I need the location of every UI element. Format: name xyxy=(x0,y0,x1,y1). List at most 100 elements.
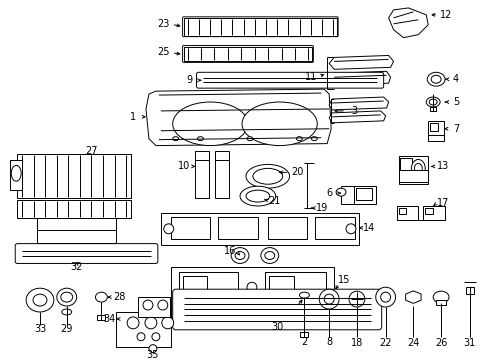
Polygon shape xyxy=(146,89,331,145)
Ellipse shape xyxy=(296,137,302,141)
Bar xyxy=(430,107,436,111)
Ellipse shape xyxy=(152,333,160,341)
Bar xyxy=(436,300,446,305)
Bar xyxy=(184,18,337,36)
Bar xyxy=(400,158,413,170)
Ellipse shape xyxy=(253,168,283,184)
Ellipse shape xyxy=(172,102,248,145)
Ellipse shape xyxy=(426,97,440,107)
Bar xyxy=(171,267,334,317)
Ellipse shape xyxy=(336,188,346,196)
Text: 14: 14 xyxy=(363,223,375,233)
Ellipse shape xyxy=(412,159,425,177)
Ellipse shape xyxy=(231,248,249,264)
Ellipse shape xyxy=(26,288,54,312)
Bar xyxy=(398,157,428,184)
Ellipse shape xyxy=(427,72,445,86)
Bar xyxy=(398,208,406,214)
Bar xyxy=(356,188,372,200)
Ellipse shape xyxy=(319,289,339,309)
Bar xyxy=(269,276,294,292)
Polygon shape xyxy=(329,55,393,69)
Text: 12: 12 xyxy=(440,10,452,20)
Text: 21: 21 xyxy=(269,196,281,206)
Polygon shape xyxy=(329,71,391,85)
Ellipse shape xyxy=(429,99,437,105)
Ellipse shape xyxy=(248,295,256,303)
Text: 11: 11 xyxy=(305,72,318,82)
Text: 27: 27 xyxy=(85,145,98,156)
Bar xyxy=(269,293,294,305)
Bar xyxy=(183,276,207,292)
Ellipse shape xyxy=(247,282,257,292)
Bar xyxy=(179,273,238,312)
Ellipse shape xyxy=(324,294,334,304)
Bar xyxy=(430,123,438,131)
Bar xyxy=(17,153,131,198)
FancyBboxPatch shape xyxy=(196,72,384,88)
Ellipse shape xyxy=(172,137,179,141)
Text: 16: 16 xyxy=(224,246,236,256)
Ellipse shape xyxy=(431,75,441,83)
Bar xyxy=(396,206,418,220)
Text: 31: 31 xyxy=(464,338,476,348)
Ellipse shape xyxy=(265,252,275,260)
Bar xyxy=(398,170,428,182)
Text: 32: 32 xyxy=(71,262,83,273)
Ellipse shape xyxy=(433,291,449,303)
Ellipse shape xyxy=(376,287,395,307)
Ellipse shape xyxy=(11,165,21,181)
Text: 25: 25 xyxy=(158,48,170,58)
Ellipse shape xyxy=(149,345,157,352)
Bar xyxy=(10,161,22,190)
Text: 15: 15 xyxy=(338,275,350,285)
Polygon shape xyxy=(406,291,421,303)
Ellipse shape xyxy=(311,137,318,141)
Ellipse shape xyxy=(415,163,422,173)
Ellipse shape xyxy=(261,248,279,264)
Ellipse shape xyxy=(162,317,173,329)
Ellipse shape xyxy=(143,300,153,310)
Bar xyxy=(341,186,376,204)
Ellipse shape xyxy=(158,300,168,310)
Text: 3: 3 xyxy=(351,106,357,116)
Polygon shape xyxy=(329,97,389,110)
Bar xyxy=(218,217,258,239)
Text: 5: 5 xyxy=(453,97,459,107)
Text: 33: 33 xyxy=(34,324,46,334)
Polygon shape xyxy=(389,8,428,38)
Ellipse shape xyxy=(57,288,76,306)
Text: 10: 10 xyxy=(177,161,190,171)
Ellipse shape xyxy=(145,317,157,329)
Text: 24: 24 xyxy=(407,338,419,348)
Ellipse shape xyxy=(164,224,173,234)
Text: 2: 2 xyxy=(301,337,308,347)
Ellipse shape xyxy=(61,292,73,302)
Ellipse shape xyxy=(137,333,145,341)
Text: 18: 18 xyxy=(351,338,363,348)
Text: 35: 35 xyxy=(147,350,159,360)
Bar xyxy=(425,208,433,214)
Bar xyxy=(196,150,209,198)
Bar xyxy=(466,287,474,294)
Ellipse shape xyxy=(33,294,47,306)
Ellipse shape xyxy=(197,137,203,141)
Bar xyxy=(268,217,307,239)
Bar xyxy=(183,293,207,305)
Bar xyxy=(300,332,308,337)
Bar xyxy=(428,121,444,141)
Ellipse shape xyxy=(242,102,318,145)
Bar xyxy=(37,218,116,230)
Bar xyxy=(184,46,312,62)
FancyBboxPatch shape xyxy=(172,289,382,330)
Text: 8: 8 xyxy=(326,337,332,347)
Bar xyxy=(116,312,171,347)
Ellipse shape xyxy=(246,190,270,202)
Text: 1: 1 xyxy=(130,112,136,122)
Text: 6: 6 xyxy=(326,188,332,198)
Ellipse shape xyxy=(240,186,276,206)
Text: 19: 19 xyxy=(316,203,328,213)
Ellipse shape xyxy=(346,224,356,234)
Text: 20: 20 xyxy=(291,167,304,177)
Polygon shape xyxy=(329,111,386,123)
